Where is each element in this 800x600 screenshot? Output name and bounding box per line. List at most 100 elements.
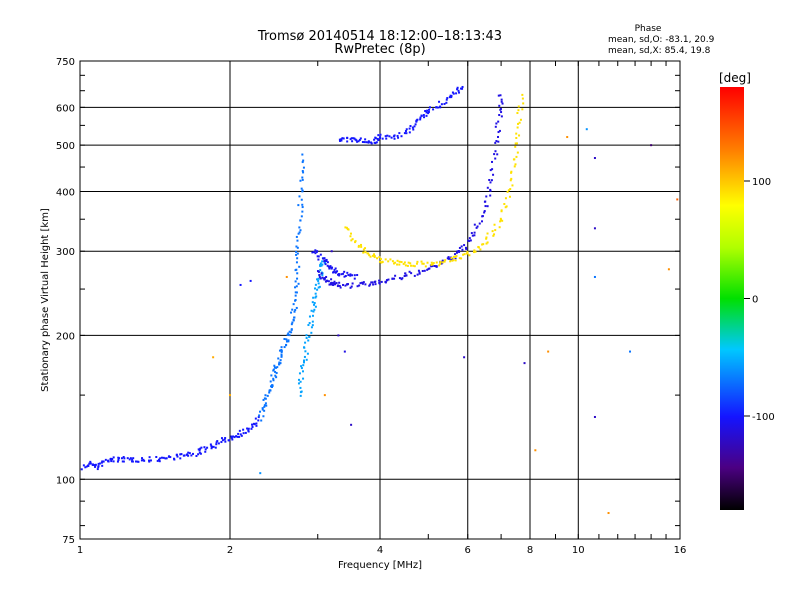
data-point: [676, 198, 679, 201]
data-point: [593, 415, 596, 418]
y-tick-label: 400: [56, 187, 75, 198]
data-point: [438, 264, 441, 267]
data-point: [506, 190, 509, 193]
data-point: [176, 455, 179, 458]
data-point: [460, 87, 463, 90]
data-point: [318, 285, 321, 288]
data-point: [374, 142, 377, 145]
data-point: [307, 324, 310, 327]
data-point: [316, 288, 319, 291]
grid-lines: [80, 61, 680, 539]
data-point: [398, 132, 401, 135]
data-point: [351, 274, 354, 277]
data-point: [510, 177, 513, 180]
data-point: [294, 291, 297, 294]
data-point: [227, 439, 230, 442]
data-point: [159, 457, 162, 460]
data-point: [361, 282, 364, 285]
data-point: [325, 260, 328, 263]
data-point: [450, 256, 453, 259]
data-point: [432, 108, 435, 111]
data-point: [456, 88, 459, 91]
data-point: [298, 226, 301, 229]
data-point: [425, 111, 428, 114]
data-point: [331, 266, 334, 269]
data-point: [430, 261, 433, 264]
data-point: [180, 453, 183, 456]
data-point: [314, 305, 317, 308]
data-point: [381, 137, 384, 140]
data-point: [89, 460, 92, 463]
data-point: [499, 217, 502, 220]
data-point: [156, 459, 159, 462]
data-point: [304, 350, 307, 353]
data-point: [236, 435, 239, 438]
data-point: [498, 129, 501, 132]
data-point: [294, 280, 297, 283]
data-point: [230, 436, 233, 439]
data-point: [308, 335, 311, 338]
data-point: [517, 109, 520, 112]
data-point: [257, 419, 260, 422]
data-point: [296, 246, 299, 249]
data-point: [260, 419, 263, 422]
data-point: [403, 261, 406, 264]
data-point: [473, 234, 476, 237]
data-point: [200, 446, 203, 449]
data-point: [297, 282, 300, 285]
data-point: [593, 157, 596, 160]
data-point: [299, 179, 302, 182]
data-point: [162, 456, 165, 459]
data-point: [280, 353, 283, 356]
data-point: [299, 391, 302, 394]
data-point: [547, 350, 550, 353]
data-point: [318, 276, 321, 279]
data-point: [514, 163, 517, 166]
data-point: [398, 260, 401, 263]
data-point: [350, 423, 353, 426]
data-point: [426, 109, 429, 112]
data-point: [513, 158, 516, 161]
data-point: [112, 460, 115, 463]
data-point: [432, 262, 435, 265]
data-point: [291, 308, 294, 311]
data-point: [446, 97, 449, 100]
data-point: [398, 263, 401, 266]
data-point: [371, 281, 374, 284]
data-point: [387, 260, 390, 263]
data-point: [346, 136, 349, 139]
data-point: [501, 102, 504, 105]
data-point: [454, 257, 457, 260]
data-point: [425, 114, 428, 117]
data-point: [299, 219, 302, 222]
data-point: [155, 455, 158, 458]
data-point: [404, 264, 407, 267]
data-point: [271, 384, 274, 387]
data-point: [342, 283, 345, 286]
data-point: [482, 243, 485, 246]
data-point: [338, 284, 341, 287]
data-point: [356, 274, 359, 277]
data-point: [288, 334, 291, 337]
data-point: [336, 273, 339, 276]
data-point: [251, 425, 254, 428]
data-point: [298, 195, 301, 198]
data-point: [374, 137, 377, 140]
data-point: [418, 272, 421, 275]
data-point: [288, 330, 291, 333]
data-point: [379, 136, 382, 139]
data-point: [456, 86, 459, 89]
data-point: [376, 137, 379, 140]
data-point: [467, 239, 470, 242]
data-point: [321, 260, 324, 263]
data-point: [398, 277, 401, 280]
data-point: [486, 186, 489, 189]
chart-subtitle: RwPretec (8p): [334, 42, 425, 57]
data-point: [332, 282, 335, 285]
data-point: [433, 265, 436, 268]
data-point: [378, 256, 381, 259]
data-point: [343, 350, 346, 353]
data-point: [140, 459, 143, 462]
data-point: [491, 160, 494, 163]
data-point: [413, 265, 416, 268]
